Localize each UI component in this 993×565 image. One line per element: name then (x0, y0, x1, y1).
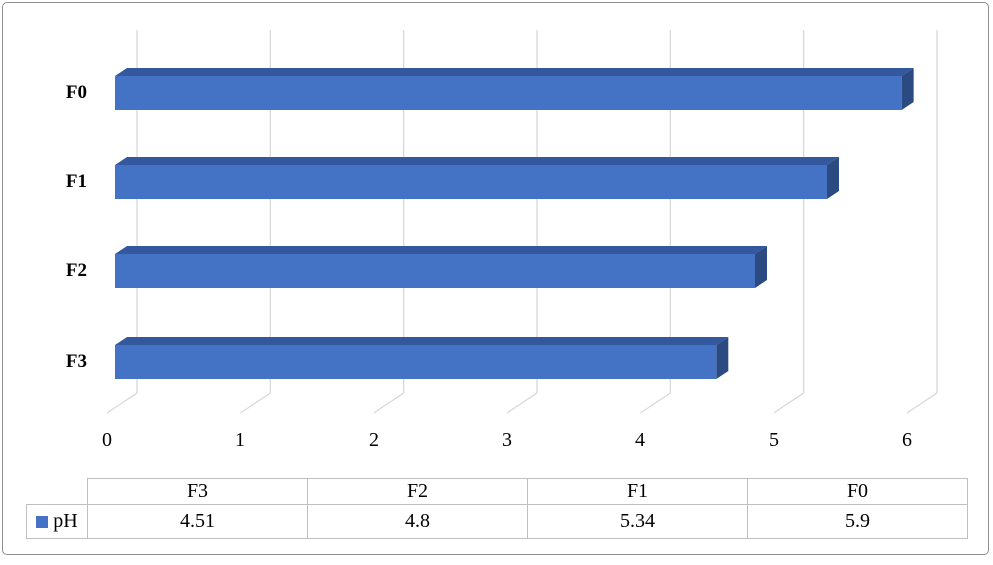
bar-end-face (826, 157, 839, 199)
gridline-5 (773, 30, 805, 414)
table-header-row: F3 F2 F1 F0 (27, 478, 968, 505)
gridline-6 (906, 30, 938, 414)
table-value-cell: 4.51 (87, 504, 308, 539)
category-label-f0: F0 (65, 82, 87, 103)
table-header-cell: F1 (527, 478, 748, 505)
bar-front-face (115, 254, 755, 288)
bar-front-face (115, 345, 717, 379)
bar-F1 (115, 157, 839, 199)
bar-F2 (115, 246, 767, 288)
category-label-f1: F1 (65, 171, 87, 192)
bar-top-face (115, 246, 767, 254)
legend-color-swatch (36, 516, 49, 528)
data-table: F3 F2 F1 F0 pH 4.51 4.8 5.34 5.9 (26, 478, 968, 539)
table-value-row: pH 4.51 4.8 5.34 5.9 (26, 504, 968, 539)
table-value-cell: 5.9 (747, 504, 968, 539)
gridline-3 (506, 30, 538, 414)
table-header-cell: F3 (87, 478, 308, 505)
legend-cell: pH (26, 504, 88, 539)
x-axis-tick-4: 4 (635, 429, 645, 451)
x-axis-tick-1: 1 (235, 429, 245, 451)
table-value-cell: 4.8 (307, 504, 528, 539)
x-axis-tick-2: 2 (369, 429, 379, 451)
x-axis-tick-6: 6 (902, 429, 912, 451)
bar-top-face (115, 337, 729, 345)
bar-top-face (115, 157, 839, 165)
x-axis-tick-3: 3 (502, 429, 512, 451)
x-axis-tick-0: 0 (102, 429, 112, 451)
bar-front-face (115, 76, 902, 110)
table-header-cell: F2 (307, 478, 528, 505)
bar-F3 (115, 337, 729, 379)
bar-end-face (901, 68, 914, 110)
category-label-f3: F3 (65, 351, 87, 372)
legend-series-label: pH (53, 510, 78, 532)
table-corner-blank (27, 479, 88, 505)
bar-front-face (115, 165, 827, 199)
x-axis-tick-5: 5 (769, 429, 779, 451)
gridline-0 (106, 30, 138, 414)
category-label-f2: F2 (65, 260, 87, 281)
bar-end-face (754, 246, 767, 288)
table-value-cell: 5.34 (527, 504, 748, 539)
table-header-cell: F0 (747, 478, 968, 505)
gridline-1 (239, 30, 271, 414)
bar-F0 (115, 68, 914, 110)
bar-end-face (716, 337, 729, 379)
gridline-4 (639, 30, 671, 414)
bar-top-face (115, 68, 914, 76)
gridline-2 (373, 30, 405, 414)
